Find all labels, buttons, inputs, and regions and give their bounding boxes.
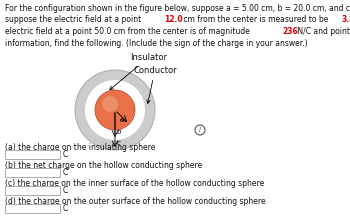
Text: c: c <box>117 140 121 146</box>
Text: C: C <box>63 168 68 177</box>
Text: Insulator: Insulator <box>110 53 167 90</box>
Text: (c) the charge on the inner surface of the hollow conducting sphere: (c) the charge on the inner surface of t… <box>5 179 264 188</box>
Bar <box>5 150 60 159</box>
Bar <box>5 186 60 195</box>
Circle shape <box>95 90 135 130</box>
Circle shape <box>102 96 118 112</box>
Text: (a) the charge on the insulating sphere: (a) the charge on the insulating sphere <box>5 143 155 152</box>
Text: suppose the electric field at a point: suppose the electric field at a point <box>5 16 144 25</box>
Bar <box>5 168 60 177</box>
Bar <box>5 204 60 213</box>
Text: C: C <box>63 204 68 213</box>
Text: C: C <box>63 150 68 159</box>
Text: a: a <box>120 117 124 123</box>
Text: 3.80: 3.80 <box>341 16 350 25</box>
Circle shape <box>75 70 155 150</box>
Text: (b) the net charge on the hollow conducting sphere: (b) the net charge on the hollow conduct… <box>5 161 202 170</box>
Circle shape <box>85 80 145 140</box>
Text: For the configuration shown in the figure below, suppose a = 5.00 cm, b = 20.0 c: For the configuration shown in the figur… <box>5 4 350 13</box>
Circle shape <box>195 125 205 135</box>
Text: electric field at a point 50.0 cm from the center is of magnitude: electric field at a point 50.0 cm from t… <box>5 27 252 36</box>
Text: 12.0: 12.0 <box>164 16 183 25</box>
Text: N/C and points radially outward. From this: N/C and points radially outward. From th… <box>295 27 350 36</box>
Text: (d) the charge on the outer surface of the hollow conducting sphere: (d) the charge on the outer surface of t… <box>5 197 266 206</box>
Text: cm from the center is measured to be: cm from the center is measured to be <box>181 16 331 25</box>
Text: Conductor: Conductor <box>133 66 177 103</box>
Text: b: b <box>117 129 121 135</box>
Text: information, find the following. (Include the sign of the charge in your answer.: information, find the following. (Includ… <box>5 39 308 48</box>
Text: 236: 236 <box>282 27 298 36</box>
Text: i: i <box>199 127 201 133</box>
Text: C: C <box>63 186 68 195</box>
